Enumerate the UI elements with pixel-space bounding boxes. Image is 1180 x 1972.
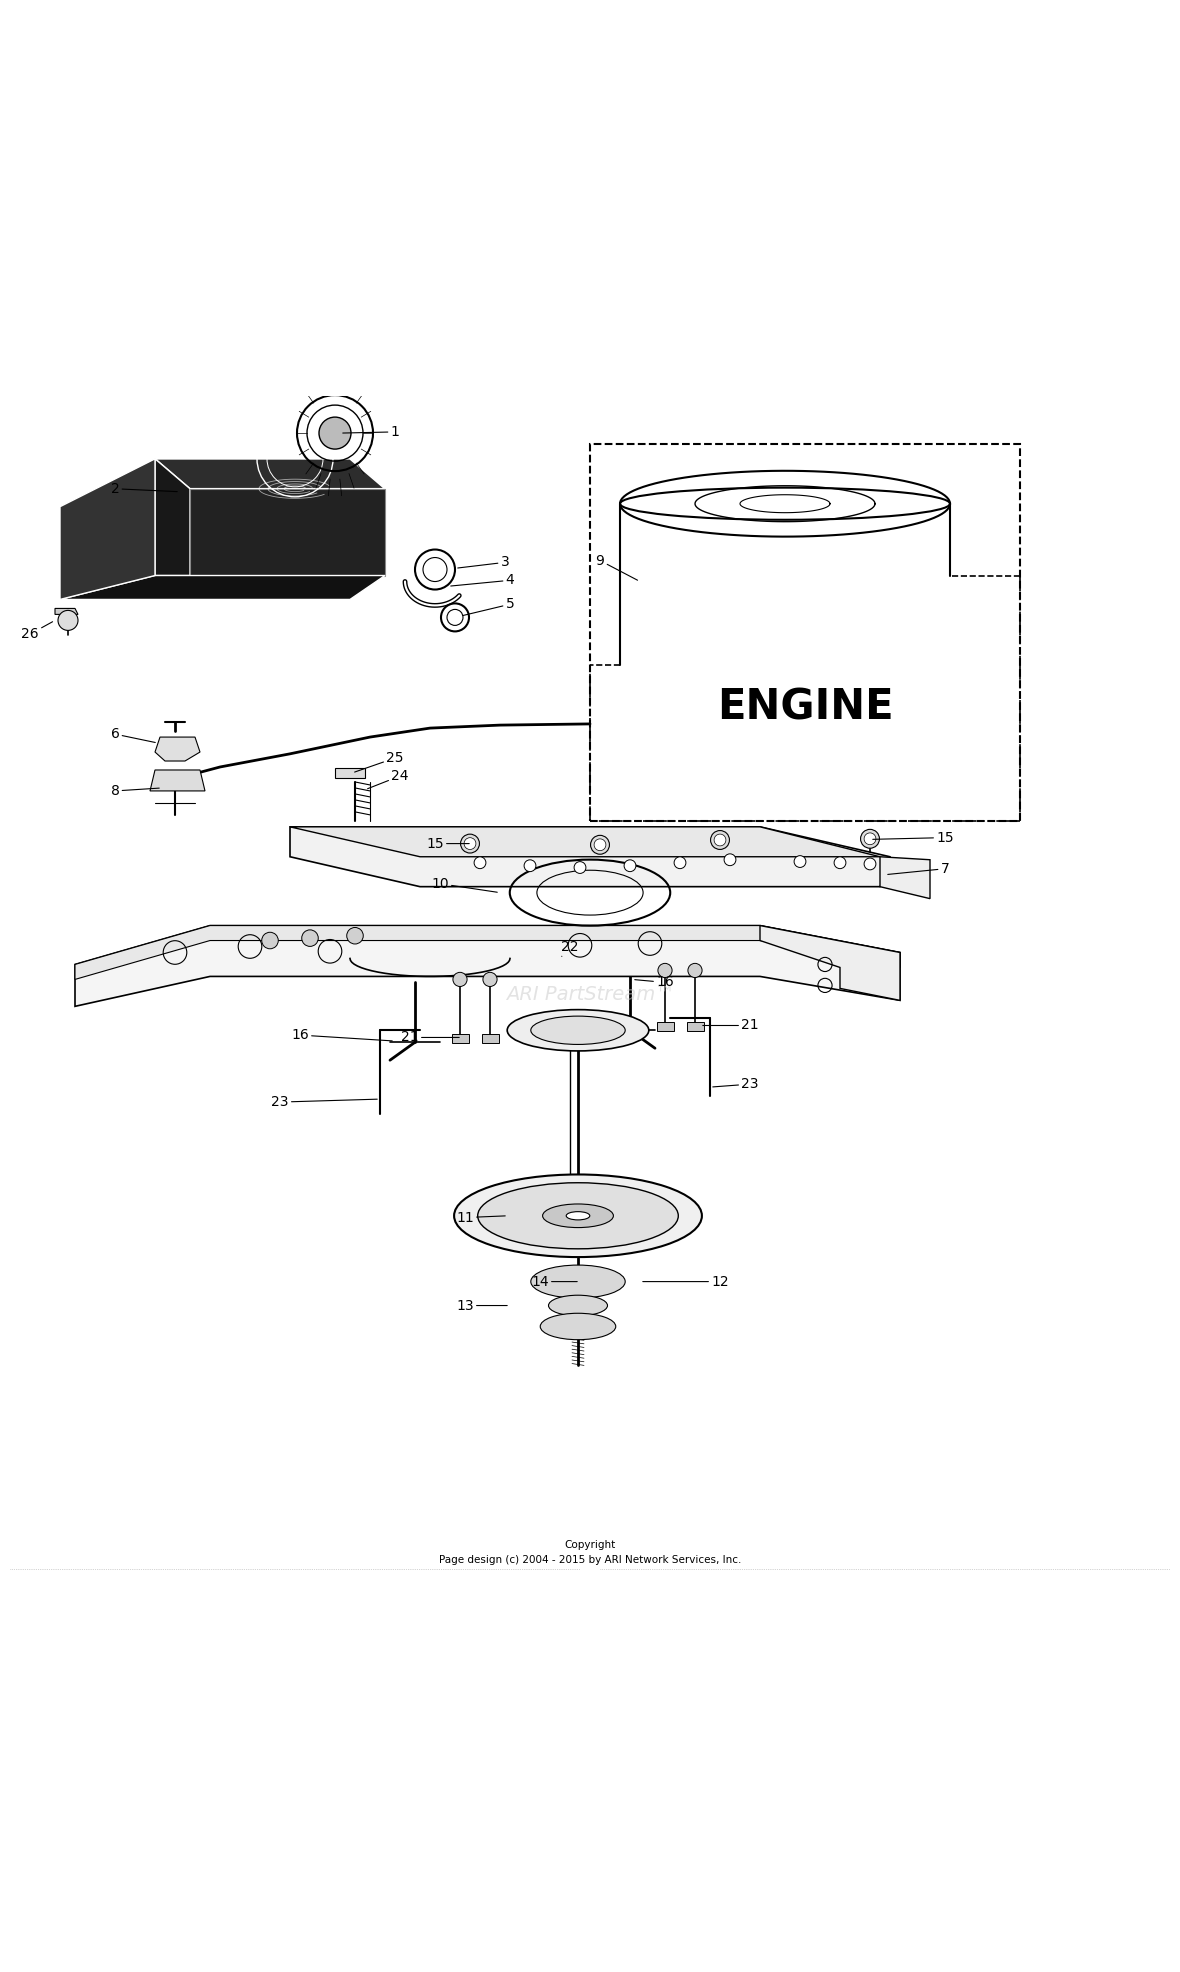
Circle shape [347, 927, 363, 945]
Ellipse shape [566, 1211, 590, 1221]
Ellipse shape [543, 1205, 614, 1229]
Ellipse shape [478, 1183, 678, 1248]
Circle shape [794, 856, 806, 868]
Polygon shape [155, 459, 385, 489]
Polygon shape [150, 769, 205, 791]
Circle shape [725, 854, 736, 866]
Text: 15: 15 [873, 830, 953, 844]
Circle shape [594, 838, 605, 850]
Text: 25: 25 [355, 751, 404, 773]
Circle shape [262, 933, 278, 949]
Bar [481, 1033, 498, 1043]
Text: 23: 23 [713, 1077, 759, 1091]
Circle shape [319, 418, 350, 450]
Circle shape [710, 830, 729, 850]
Circle shape [453, 972, 467, 986]
Circle shape [864, 832, 876, 844]
Circle shape [674, 858, 686, 868]
Circle shape [860, 830, 879, 848]
Circle shape [834, 858, 846, 868]
Circle shape [464, 838, 476, 850]
Polygon shape [190, 489, 385, 576]
Text: 14: 14 [531, 1274, 577, 1288]
Ellipse shape [540, 1313, 616, 1339]
Polygon shape [760, 925, 900, 1000]
Polygon shape [60, 459, 155, 599]
Circle shape [474, 858, 486, 868]
Bar [657, 1021, 674, 1031]
Text: 8: 8 [111, 785, 159, 799]
Text: 21: 21 [401, 1031, 459, 1045]
Text: 15: 15 [426, 836, 470, 850]
Text: 23: 23 [271, 1094, 378, 1108]
Text: Page design (c) 2004 - 2015 by ARI Network Services, Inc.: Page design (c) 2004 - 2015 by ARI Netwo… [439, 1554, 741, 1566]
Circle shape [864, 858, 876, 870]
Text: 9: 9 [596, 554, 637, 580]
Polygon shape [290, 826, 880, 856]
Ellipse shape [531, 1016, 625, 1045]
Text: ARI PartStream™: ARI PartStream™ [505, 984, 675, 1004]
Text: ENGINE: ENGINE [716, 686, 893, 728]
Bar [335, 769, 365, 777]
Text: 1: 1 [342, 424, 400, 440]
Ellipse shape [531, 1266, 625, 1298]
Text: 16: 16 [635, 976, 674, 990]
Bar [687, 1021, 703, 1031]
Text: 6: 6 [111, 728, 156, 743]
Circle shape [590, 836, 609, 854]
Text: 13: 13 [457, 1298, 507, 1313]
Text: 26: 26 [21, 621, 53, 641]
Circle shape [658, 964, 673, 978]
Polygon shape [155, 738, 199, 761]
Polygon shape [76, 925, 900, 1006]
Text: 16: 16 [291, 1027, 392, 1041]
Text: 4: 4 [451, 574, 514, 588]
Ellipse shape [549, 1296, 608, 1315]
Bar [590, 444, 1020, 820]
Text: 12: 12 [643, 1274, 729, 1288]
Circle shape [460, 834, 479, 854]
Polygon shape [155, 459, 190, 576]
Text: Copyright: Copyright [564, 1540, 616, 1550]
Polygon shape [290, 826, 890, 887]
Text: 3: 3 [458, 556, 510, 570]
Text: 7: 7 [887, 862, 950, 876]
Circle shape [58, 611, 78, 631]
Circle shape [302, 931, 319, 947]
Ellipse shape [454, 1175, 702, 1256]
Polygon shape [60, 576, 385, 599]
Circle shape [688, 964, 702, 978]
Polygon shape [55, 609, 78, 615]
Text: 24: 24 [368, 769, 408, 789]
Bar [452, 1033, 468, 1043]
Circle shape [483, 972, 497, 986]
Circle shape [575, 862, 586, 874]
Text: 2: 2 [111, 481, 177, 495]
Circle shape [714, 834, 726, 846]
Text: 22: 22 [562, 939, 578, 956]
Circle shape [524, 860, 536, 872]
Text: 11: 11 [457, 1211, 505, 1225]
Ellipse shape [507, 1010, 649, 1051]
Circle shape [624, 860, 636, 872]
Text: 10: 10 [431, 878, 497, 891]
Text: 5: 5 [463, 598, 514, 615]
Polygon shape [880, 856, 930, 899]
Polygon shape [76, 925, 900, 980]
Text: 21: 21 [703, 1018, 759, 1033]
